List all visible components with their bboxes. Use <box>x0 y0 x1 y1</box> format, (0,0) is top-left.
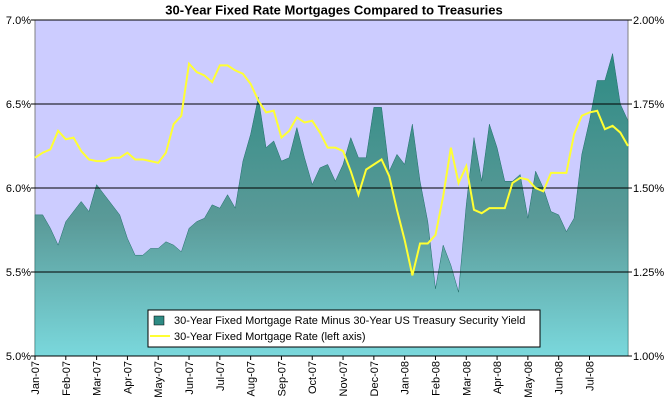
x-tick-label: Nov-07 <box>338 361 350 396</box>
x-tick-label: Jan-08 <box>400 361 412 395</box>
y-tick-label: 7.0% <box>6 15 31 27</box>
line <box>34 61 629 276</box>
y2-tick-label: 1.75% <box>633 99 664 111</box>
x-tick-label: May-07 <box>153 361 165 398</box>
y-tick-label: 6.5% <box>6 99 31 111</box>
x-tick-label: Aug-07 <box>246 361 258 396</box>
x-tick-label: Feb-08 <box>430 361 442 396</box>
y2-tick-label: 1.50% <box>633 183 664 195</box>
x-tick-label: May-08 <box>523 361 535 398</box>
x-tick-label: Apr-07 <box>122 361 134 394</box>
legend-label: 30-Year Fixed Mortgage Rate (left axis) <box>174 331 366 343</box>
x-tick-label: Feb-07 <box>61 361 73 396</box>
y2-tick-label: 2.00% <box>633 15 664 27</box>
legend-label: 30-Year Fixed Mortgage Rate Minus 30-Yea… <box>174 315 525 327</box>
x-tick-label: Mar-07 <box>92 361 104 396</box>
x-tick-label: Jan-07 <box>30 361 42 395</box>
y-tick-label: 6.0% <box>6 183 31 195</box>
x-tick-label: Jun-07 <box>184 361 196 395</box>
chart-title: 30-Year Fixed Rate Mortgages Compared to… <box>165 2 502 17</box>
y-tick-label: 5.0% <box>6 351 31 363</box>
y2-tick-label: 1.00% <box>633 351 664 363</box>
x-tick-label: Oct-07 <box>307 361 319 394</box>
x-tick-label: Apr-08 <box>492 361 504 394</box>
y-tick-label: 5.5% <box>6 267 31 279</box>
y2-tick-label: 1.25% <box>633 267 664 279</box>
x-tick-label: Mar-08 <box>461 361 473 396</box>
area <box>34 53 629 357</box>
x-tick-label: Jul-08 <box>584 361 596 391</box>
x-tick-label: Jul-07 <box>215 361 227 391</box>
legend-box <box>147 309 541 348</box>
legend-swatch <box>153 315 165 326</box>
x-tick-label: Sep-07 <box>276 361 288 396</box>
x-tick-label: Dec-07 <box>369 361 381 396</box>
x-tick-label: Jun-08 <box>554 361 566 395</box>
